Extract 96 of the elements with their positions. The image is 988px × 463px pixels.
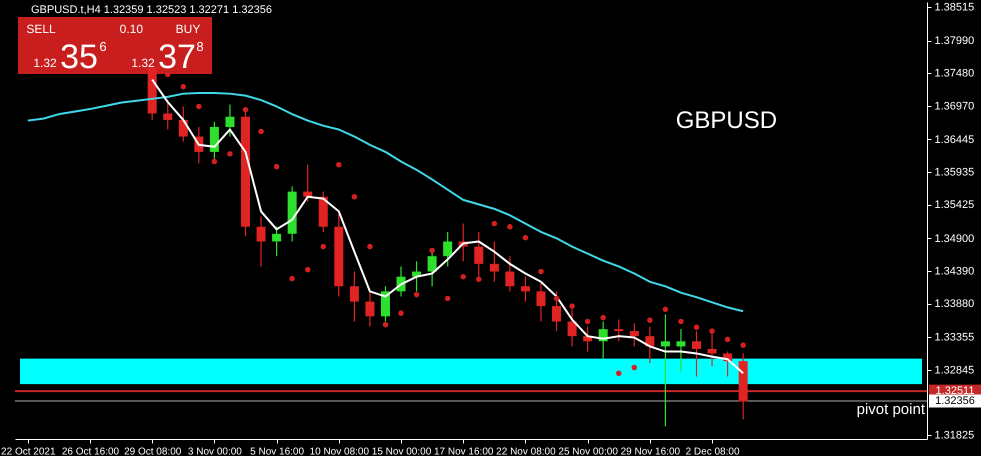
candlestick — [443, 231, 452, 268]
point — [367, 244, 373, 250]
x-tick-label: 29 Nov 16:00 — [620, 446, 681, 458]
candlestick — [350, 270, 359, 322]
candlestick — [645, 326, 654, 364]
point — [600, 314, 606, 320]
y-tick-label: 1.32845 — [934, 364, 974, 376]
point — [522, 234, 528, 240]
point — [678, 318, 684, 324]
point — [569, 303, 575, 309]
candlestick — [365, 290, 374, 328]
point — [647, 317, 653, 323]
point — [320, 244, 326, 250]
y-tick-label: 1.33355 — [934, 332, 974, 344]
candlestick — [505, 256, 514, 292]
annotation: pivot point — [856, 401, 926, 418]
point — [165, 72, 170, 78]
y-tick-label: 1.37990 — [934, 35, 974, 48]
candlestick — [630, 322, 639, 348]
x-tick-label: 17 Nov 16:00 — [434, 446, 494, 458]
y-tick-label: 1.38515 — [934, 1, 974, 14]
point — [724, 336, 730, 342]
point — [476, 276, 482, 282]
x-tick-label: 3 Nov 00:00 — [188, 446, 242, 458]
annotation: BUY — [176, 22, 200, 36]
point — [227, 151, 233, 157]
candlestick — [614, 318, 624, 342]
annotation: 1.32 — [131, 56, 155, 70]
annotation: GBPUSD — [676, 107, 778, 134]
point — [694, 324, 700, 330]
point — [242, 106, 248, 112]
point — [507, 224, 513, 230]
candlestick — [490, 240, 499, 282]
point — [414, 292, 420, 298]
x-tick-label: 22 Nov 08:00 — [496, 446, 556, 458]
ref-line-label: 1.32511 — [936, 385, 974, 398]
point — [429, 248, 435, 254]
candlestick — [552, 290, 562, 332]
point — [554, 296, 560, 302]
y-tick-label: 1.36970 — [934, 100, 974, 112]
y-tick-label: 1.34900 — [934, 232, 974, 245]
candlestick — [583, 326, 592, 352]
point — [258, 128, 264, 134]
candlestick — [520, 276, 530, 302]
x-tick-label: 26 Oct 16:00 — [62, 446, 120, 458]
ref-line-label: 1.32356 — [935, 395, 975, 408]
point — [492, 220, 498, 226]
x-tick-label: 29 Oct 08:00 — [124, 446, 182, 458]
annotation: 0.10 — [120, 22, 144, 36]
x-tick-label: 2 Dec 08:00 — [686, 446, 740, 458]
y-tick-label: 1.35425 — [934, 199, 974, 212]
y-tick-label: 1.36445 — [934, 134, 974, 146]
point — [584, 318, 590, 324]
y-tick-label: 1.31825 — [934, 430, 974, 442]
y-tick-label: 1.34390 — [934, 265, 974, 278]
y-tick-label: 1.37480 — [934, 68, 974, 80]
point — [382, 322, 388, 328]
candlestick — [676, 328, 686, 372]
annotation: 1.32 — [33, 56, 57, 70]
point — [460, 274, 466, 280]
point — [180, 84, 186, 90]
candlestick — [256, 216, 266, 268]
point — [538, 268, 544, 274]
candlestick — [163, 101, 172, 130]
y-tick-label: 1.35935 — [934, 166, 974, 179]
x-tick-label: 22 Oct 2021 — [1, 446, 56, 458]
point — [632, 364, 638, 370]
point — [352, 194, 358, 200]
candlestick — [303, 164, 312, 202]
candlestick — [660, 314, 670, 427]
annotation: 6 — [99, 39, 107, 54]
candlestick — [536, 281, 546, 322]
point — [304, 266, 310, 272]
chart-title: GBPUSD.t,H4 1.32359 1.32523 1.32271 1.32356 — [31, 4, 272, 16]
point — [274, 164, 280, 170]
candlestick — [225, 104, 234, 138]
point — [336, 162, 342, 168]
point — [709, 328, 715, 334]
x-tick-label: 5 Nov 16:00 — [250, 446, 304, 458]
point — [616, 370, 622, 376]
point — [212, 158, 218, 164]
y-tick-label: 1.33880 — [934, 298, 974, 310]
annotation: 37 — [158, 38, 196, 76]
annotation: 35 — [60, 38, 98, 76]
point — [444, 296, 450, 302]
x-tick-label: 10 Nov 08:00 — [310, 446, 370, 458]
point — [662, 306, 668, 312]
candlestick — [272, 226, 282, 257]
point — [398, 310, 404, 316]
point — [740, 342, 746, 348]
annotation: 8 — [196, 39, 204, 54]
x-tick-label: 15 Nov 00:00 — [372, 446, 432, 458]
point — [289, 276, 295, 282]
annotation: SELL — [26, 22, 56, 36]
x-tick-label: 25 Nov 00:00 — [558, 446, 618, 458]
point — [196, 104, 202, 110]
